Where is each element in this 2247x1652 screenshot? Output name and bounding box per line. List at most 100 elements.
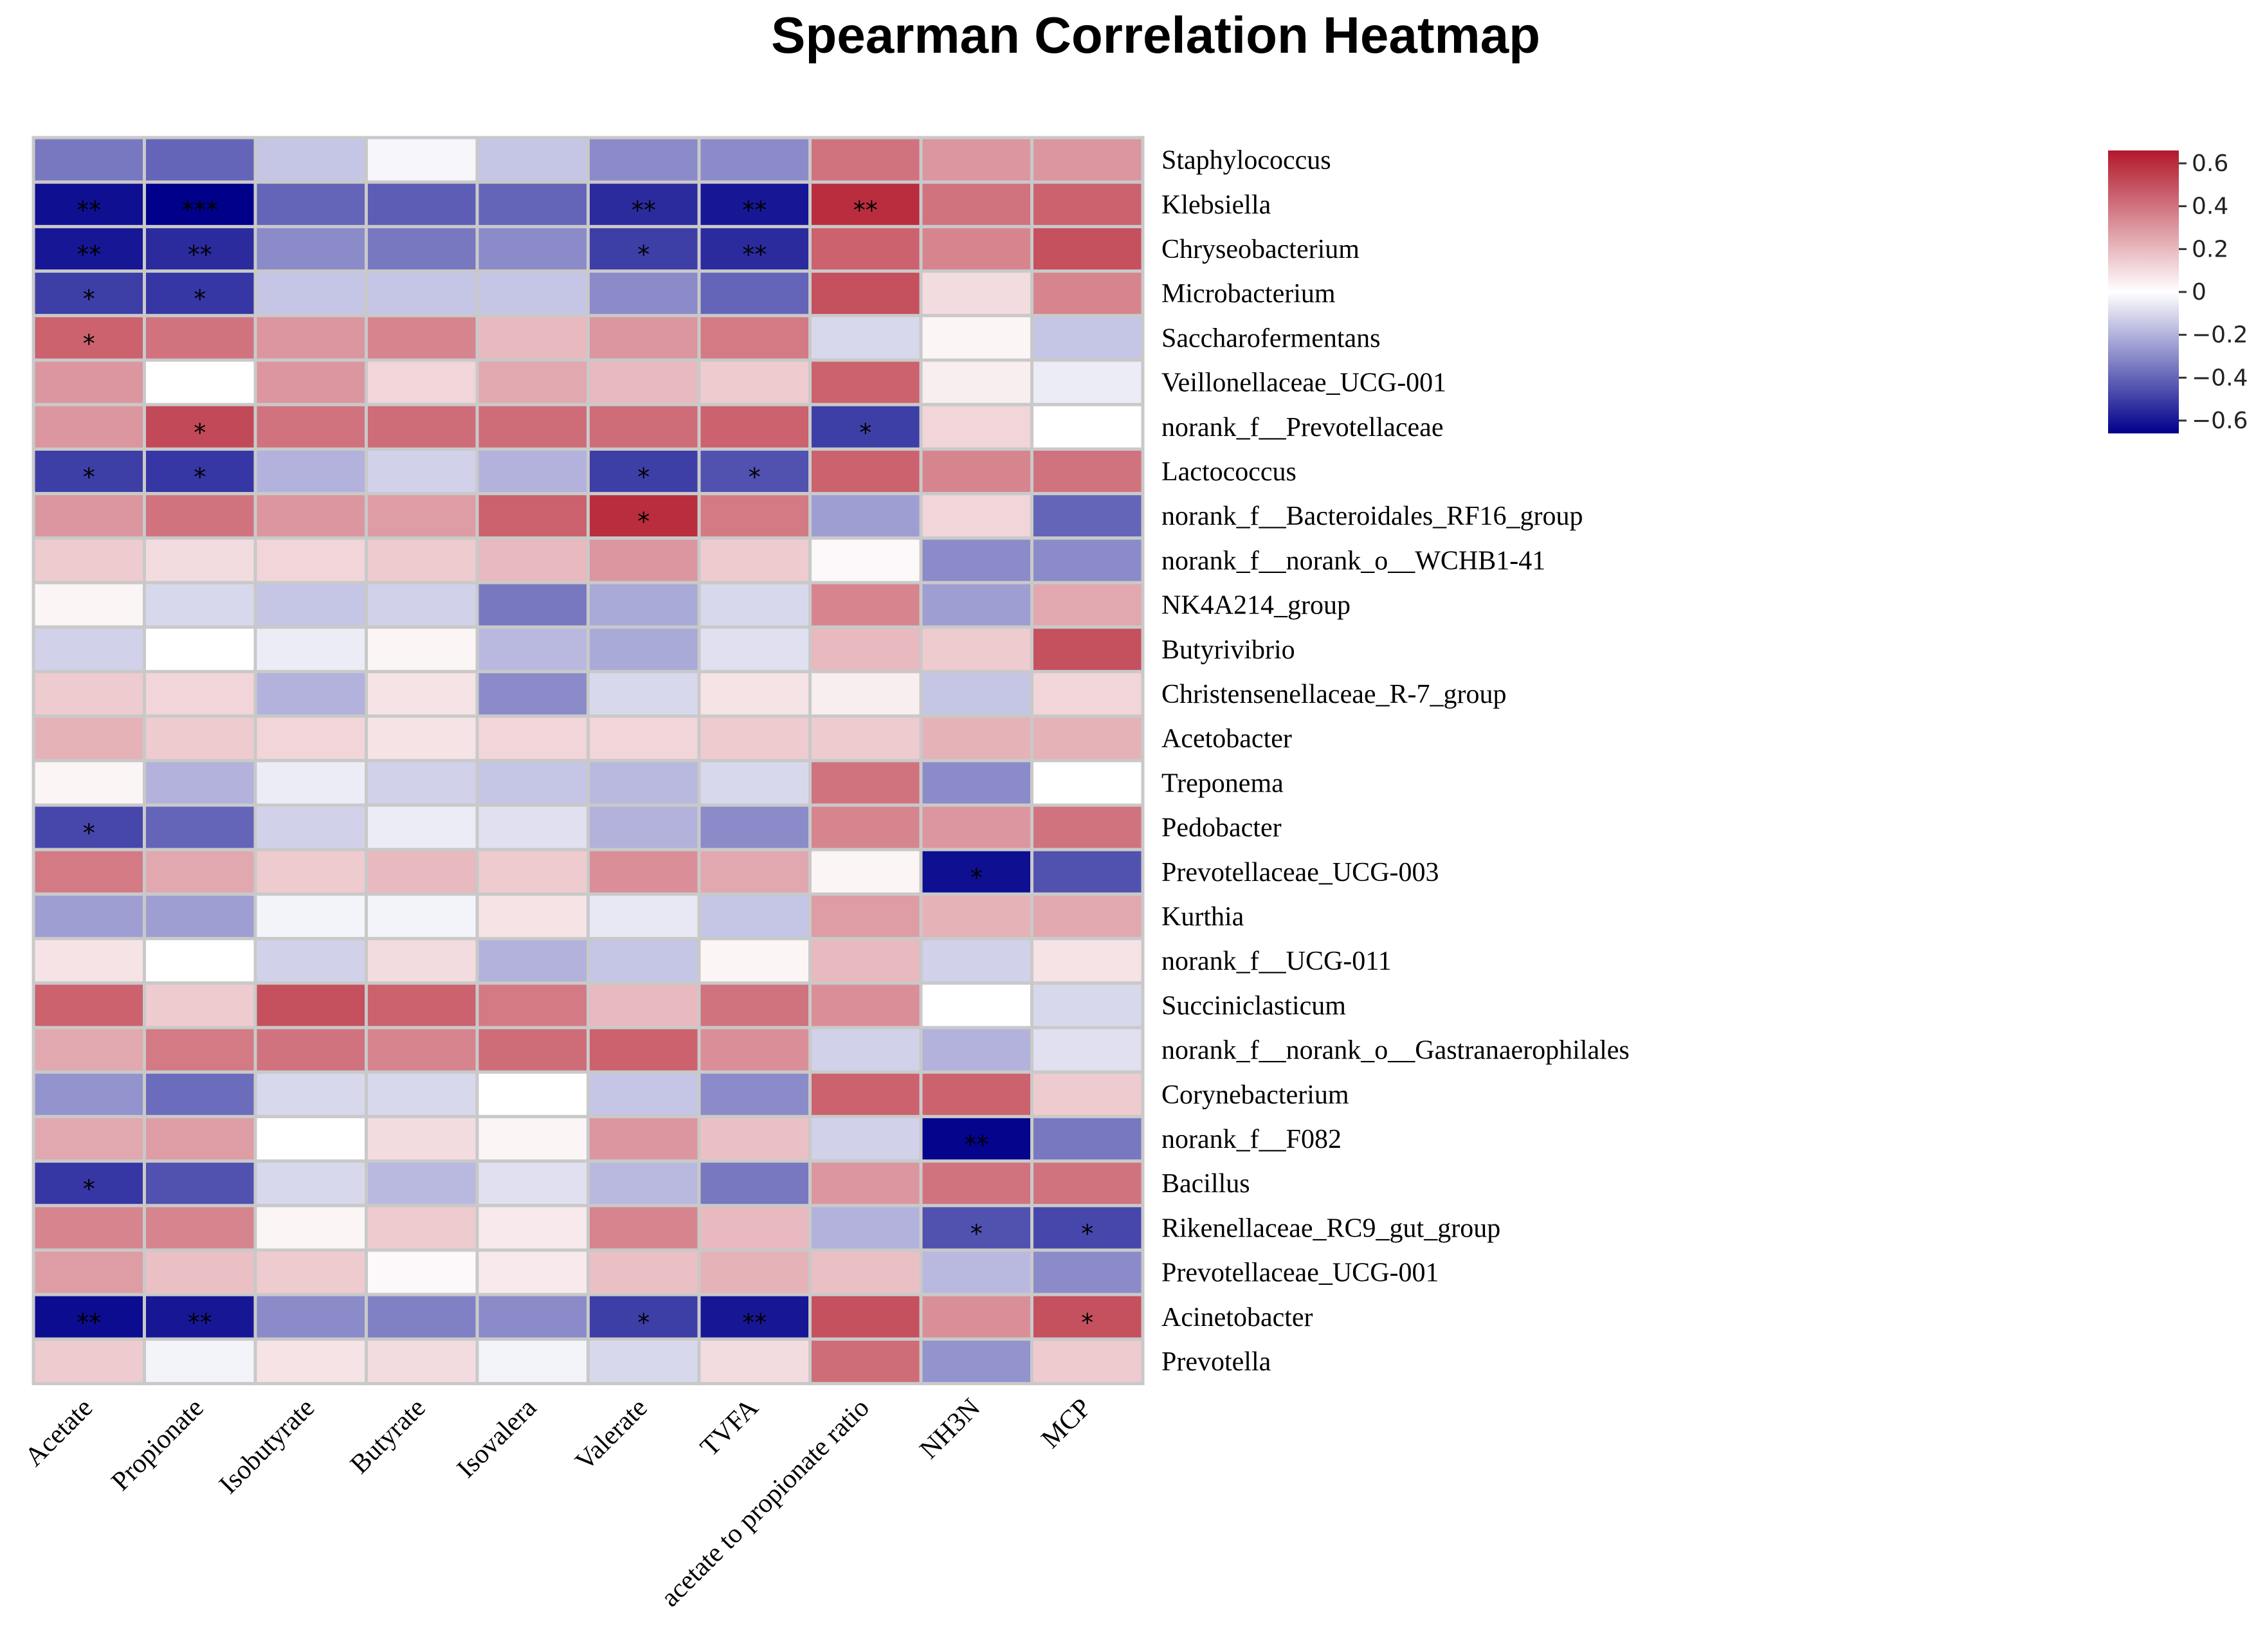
row-label: Acetobacter <box>1161 724 1292 754</box>
heatmap-cell <box>253 224 368 273</box>
heatmap-cell <box>1030 1248 1145 1296</box>
heatmap-cell <box>253 981 368 1030</box>
heatmap-cell <box>808 224 923 273</box>
row-label: Klebsiella <box>1161 190 1271 220</box>
heatmap-cell <box>808 669 923 718</box>
heatmap-cell <box>253 492 368 540</box>
heatmap-cell <box>697 269 812 318</box>
row-label: Staphylococcus <box>1161 146 1331 176</box>
heatmap-cell <box>587 492 701 540</box>
heatmap-cell <box>808 1026 923 1074</box>
heatmap-cell <box>587 1337 701 1386</box>
heatmap-cell <box>475 224 590 273</box>
significance-marker: * <box>749 463 761 491</box>
significance-marker: * <box>970 1219 983 1248</box>
heatmap-cell <box>143 759 257 807</box>
heatmap-cell <box>919 492 1033 540</box>
heatmap-cell <box>32 892 146 941</box>
row-label: Treponema <box>1161 768 1284 798</box>
heatmap-cell <box>475 803 590 851</box>
column-label: TVFA <box>695 1393 764 1462</box>
heatmap-cell <box>587 358 701 406</box>
heatmap-cell <box>587 892 701 941</box>
heatmap-cell <box>253 403 368 451</box>
heatmap-cell <box>475 1070 590 1118</box>
heatmap-cell <box>1030 803 1145 851</box>
heatmap-cell <box>697 1248 812 1296</box>
row-label: Succiniclasticum <box>1161 991 1346 1021</box>
heatmap-cell <box>697 536 812 585</box>
heatmap-cell <box>365 848 479 896</box>
heatmap-cell <box>697 937 812 985</box>
significance-marker: * <box>194 285 206 313</box>
significance-marker: * <box>194 419 206 447</box>
significance-marker: * <box>194 463 206 491</box>
heatmap-cell <box>808 136 923 184</box>
significance-markers: ** *** ** ** **** ** * *** *** ** * * ******** *** ** *… <box>77 196 1093 1337</box>
row-label: norank_f__UCG-011 <box>1161 947 1392 976</box>
heatmap-cell <box>587 581 701 629</box>
significance-marker: ** <box>742 241 767 269</box>
heatmap-cell <box>587 1026 701 1074</box>
column-label: Butyrate <box>345 1393 432 1480</box>
heatmap-cell <box>919 180 1033 228</box>
significance-marker: * <box>83 819 95 848</box>
heatmap-cell <box>143 669 257 718</box>
heatmap-cell <box>365 1070 479 1118</box>
heatmap-cell <box>1030 314 1145 362</box>
heatmap-cell <box>808 848 923 896</box>
heatmap-cell <box>587 1114 701 1163</box>
heatmap-cell <box>32 1114 146 1163</box>
heatmap-cell <box>919 581 1033 629</box>
heatmap-cell <box>919 625 1033 673</box>
heatmap-cell <box>143 1114 257 1163</box>
column-label: Acetate <box>19 1393 98 1472</box>
heatmap-cell <box>587 1204 701 1252</box>
heatmap-cell <box>253 136 368 184</box>
colorbar-tick-label: −0.6 <box>2192 408 2247 434</box>
heatmap-cell <box>919 1248 1033 1296</box>
significance-marker: ** <box>742 196 767 224</box>
heatmap-cell <box>919 892 1033 941</box>
column-label: Isovalera <box>451 1393 543 1484</box>
row-label: Butyrivibrio <box>1161 635 1295 665</box>
row-label: norank_f__norank_o__Gastranaerophilales <box>1161 1036 1630 1066</box>
heatmap-cell <box>475 180 590 228</box>
heatmap-cell <box>32 136 146 184</box>
heatmap-cell <box>365 1337 479 1386</box>
heatmap-cell <box>808 1204 923 1252</box>
heatmap-cell <box>919 224 1033 273</box>
heatmap-cell <box>919 536 1033 585</box>
heatmap-cell <box>587 536 701 585</box>
heatmap-cell <box>1030 536 1145 585</box>
heatmap-cell <box>475 759 590 807</box>
heatmap-cell <box>365 269 479 318</box>
row-label: Prevotellaceae_UCG-001 <box>1161 1258 1439 1288</box>
chart-title: Spearman Correlation Heatmap <box>771 6 1540 64</box>
heatmap-cell <box>365 892 479 941</box>
heatmap-cell <box>253 1293 368 1341</box>
heatmap-cell <box>365 1248 479 1296</box>
heatmap-cell <box>365 937 479 985</box>
heatmap-cell <box>253 1337 368 1386</box>
heatmap-cell <box>587 314 701 362</box>
significance-marker: * <box>970 864 983 892</box>
colorbar-legend: −0.6 −0.4 −0.2 0 0.2 0.4 0.6 <box>2108 150 2247 434</box>
colorbar-gradient <box>2108 150 2179 433</box>
heatmap-cell <box>1030 1159 1145 1208</box>
significance-marker: ** <box>77 241 101 269</box>
column-label: NH3N <box>914 1393 987 1465</box>
heatmap-cell <box>365 1204 479 1252</box>
heatmap-cell <box>475 1337 590 1386</box>
heatmap-cell <box>587 714 701 763</box>
heatmap-cell <box>919 803 1033 851</box>
heatmap-cell <box>475 937 590 985</box>
significance-marker: ** <box>188 241 212 269</box>
heatmap-cell <box>1030 1293 1145 1341</box>
heatmap-cell <box>1030 892 1145 941</box>
heatmap-cell <box>475 269 590 318</box>
heatmap-cell <box>253 1204 368 1252</box>
heatmap-cell <box>253 1248 368 1296</box>
heatmap-cell <box>32 403 146 451</box>
heatmap-cell <box>253 759 368 807</box>
